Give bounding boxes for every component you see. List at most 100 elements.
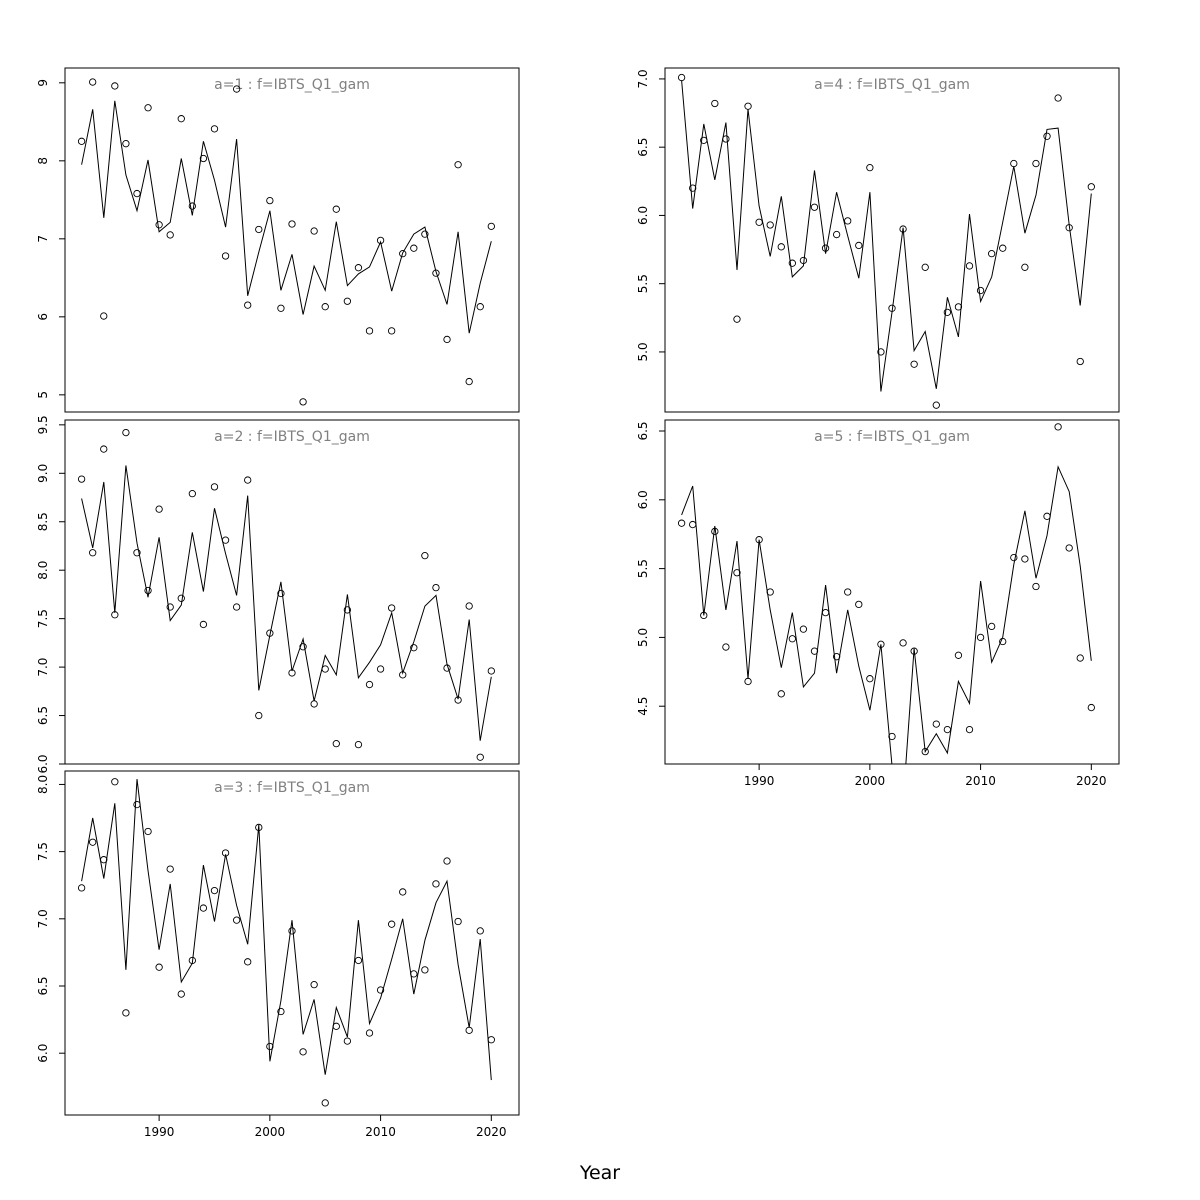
panel-2: a=2 : f=IBTS_Q1_gam 6.0 6.5 7.0 7.5 8.0 8.5 9.0… [36,415,520,774]
observed-point [1076,654,1084,662]
observed-point [410,244,418,252]
y-tick-label: 7.5 [36,609,50,628]
observed-point [365,1029,374,1037]
panel-frame [664,419,1120,765]
x-axis-label: Year [579,1162,620,1184]
observed-point [454,917,462,926]
observed-point [332,740,340,748]
observed-point [388,327,396,335]
observed-point [277,304,285,312]
observed-point [365,680,374,689]
observed-point [244,476,252,484]
observed-point [1087,703,1095,712]
observed-point [321,1099,329,1107]
observed-point [332,205,340,213]
observed-point [1065,544,1073,552]
observed-point [122,428,130,437]
observed-point [689,520,697,529]
observed-point [210,125,219,133]
observed-point [133,189,141,198]
x-tick-label: 1990 [144,1125,175,1139]
x-tick-label: 1990 [744,774,775,788]
x-tick-label: 2020 [476,1125,507,1139]
y-tick-label: 8.5 [36,512,50,531]
observed-point [177,115,185,123]
observed-point [354,956,363,965]
observed-point [288,220,296,228]
observed-point [221,252,230,260]
y-tick-label: 6.5 [636,421,650,440]
observed-point [166,603,174,611]
observed-point [100,445,108,453]
y-tick-label: 6.0 [36,1044,50,1063]
y-tick-label: 7.0 [636,69,650,88]
observed-point [999,244,1007,252]
observed-point [89,549,97,557]
observed-point [733,569,741,577]
observed-point [232,916,241,924]
observed-point [155,505,163,513]
y-tick-label: 5.5 [636,559,650,578]
observed-point [1021,555,1029,563]
y-tick-label: 9.0 [36,464,50,483]
observed-point [1032,582,1040,591]
y-tick-label: 9.5 [36,415,50,434]
observed-point [976,633,985,642]
observed-point [465,602,473,610]
observed-point [487,1036,495,1044]
y-tick-label: 7.5 [36,842,50,861]
observed-point [1087,183,1095,191]
y-tick-label: 6.0 [636,206,650,225]
observed-point [144,104,152,112]
observed-point [888,732,896,741]
observed-point [199,154,208,163]
observed-point [188,202,196,210]
observed-point [476,927,484,935]
observed-point [454,161,462,169]
observed-point [77,884,86,892]
observed-point [310,981,318,989]
observed-point [199,904,208,912]
panel-title: a=5 : f=IBTS_Q1_gam [814,429,970,445]
observed-point [288,927,296,935]
observed-point [421,552,429,560]
observed-point [432,583,440,592]
observed-point [877,348,885,356]
observed-point [866,675,874,683]
y-tick-label: 6 [36,313,50,321]
observed-point [321,665,329,673]
observed-point [410,644,418,652]
observed-point [777,690,785,698]
observed-point [299,398,307,406]
panel-4: a=4 : f=IBTS_Q1_gam 5.0 5.5 6.0 6.5 7.0 [636,67,1120,413]
observed-point [321,303,329,311]
observed-point [1021,263,1029,271]
observed-point [1076,357,1084,366]
observed-point [1010,553,1018,562]
y-tick-label: 6.0 [36,754,50,773]
y-tick-label: 7.0 [36,909,50,928]
observed-point [943,308,952,316]
observed-point [89,78,97,86]
observed-point [77,475,86,483]
y-tick-label: 4.5 [636,697,650,716]
observed-point [421,230,429,238]
observed-point [255,711,263,720]
observed-point [810,203,819,211]
observed-point [487,222,495,230]
observed-point [476,753,484,761]
observed-point [443,335,451,344]
x-tick-label: 2000 [255,1125,286,1139]
observed-point [343,1037,352,1045]
panel-5: a=5 : f=IBTS_Q1_gam 4.5 5.0 5.5 6.0 6.5 1990 20… [636,419,1120,788]
observed-point [343,297,352,305]
panel-title: a=2 : f=IBTS_Q1_gam [214,429,370,445]
fitted-line [81,779,492,1081]
y-tick-label: 6.5 [636,138,650,157]
y-tick-label: 5.0 [636,342,650,361]
observed-point [855,241,863,250]
observed-point [899,639,907,647]
y-tick-label: 8.0 [36,561,50,580]
observed-point [954,651,963,659]
observed-point [465,1026,473,1034]
